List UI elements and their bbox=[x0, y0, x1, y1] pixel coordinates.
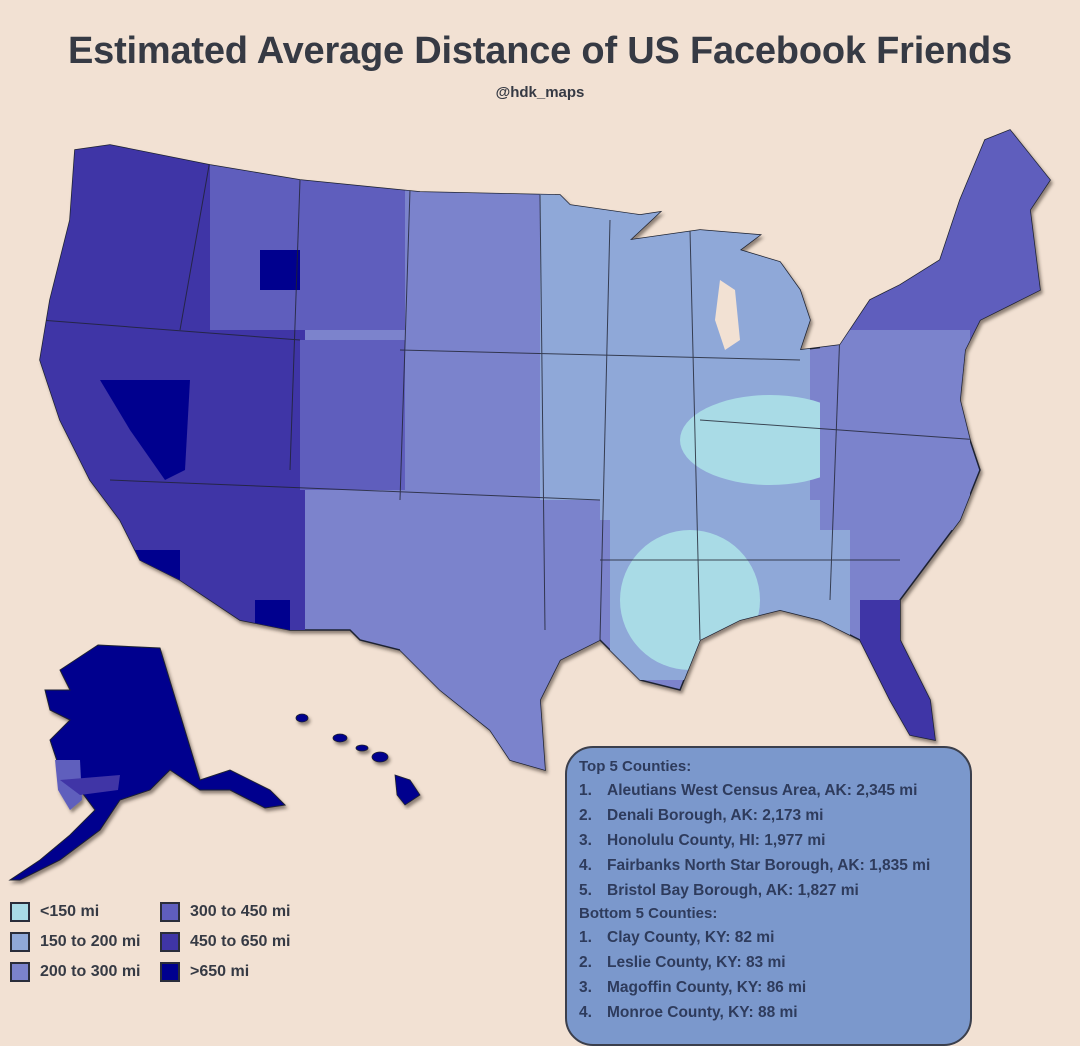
legend-label: >650 mi bbox=[190, 963, 250, 980]
rank-number: 3. bbox=[579, 832, 592, 849]
rank-number: 4. bbox=[579, 857, 592, 874]
county-entry: Leslie County, KY: 83 mi bbox=[607, 954, 786, 971]
alaska bbox=[8, 644, 287, 881]
region-mountain-west bbox=[210, 160, 410, 330]
top-county-row: 3. Honolulu County, HI: 1,977 mi bbox=[579, 828, 970, 853]
legend-swatch bbox=[10, 932, 30, 952]
legend-item-gt650: >650 mi bbox=[160, 960, 249, 984]
us-choropleth-map bbox=[8, 129, 1051, 881]
county-entry: Fairbanks North Star Borough, AK: 1,835 … bbox=[607, 857, 931, 874]
legend-swatch bbox=[160, 932, 180, 952]
region-nevada bbox=[100, 380, 190, 480]
top-county-row: 1. Aleutians West Census Area, AK: 2,345 … bbox=[579, 778, 970, 803]
legend-item-450-650: 450 to 650 mi bbox=[160, 930, 291, 954]
top-counties-heading: Top 5 Counties: bbox=[579, 758, 692, 775]
region-pacific-northwest bbox=[40, 130, 210, 340]
county-entry: Aleutians West Census Area, AK: 2,345 mi bbox=[607, 782, 918, 799]
county-entry: Monroe County, KY: 88 mi bbox=[607, 1004, 798, 1021]
top-county-row: 4. Fairbanks North Star Borough, AK: 1,83… bbox=[579, 853, 970, 878]
legend-swatch bbox=[160, 902, 180, 922]
county-entry: Magoffin County, KY: 86 mi bbox=[607, 979, 807, 996]
rank-number: 1. bbox=[579, 782, 592, 799]
rank-number: 1. bbox=[579, 929, 592, 946]
bottom-counties-heading: Bottom 5 Counties: bbox=[579, 905, 718, 922]
county-entry: Honolulu County, HI: 1,977 mi bbox=[607, 832, 826, 849]
legend-label: 300 to 450 mi bbox=[190, 903, 291, 920]
legend-label: 450 to 650 mi bbox=[190, 933, 291, 950]
legend-swatch bbox=[10, 962, 30, 982]
legend-label: <150 mi bbox=[40, 903, 100, 920]
rank-number: 3. bbox=[579, 979, 592, 996]
hawaii bbox=[295, 713, 421, 806]
legend-label: 200 to 300 mi bbox=[40, 963, 141, 980]
rank-number: 2. bbox=[579, 954, 592, 971]
bottom-county-row: 3. Magoffin County, KY: 86 mi bbox=[579, 975, 970, 1000]
legend-label: 150 to 200 mi bbox=[40, 933, 141, 950]
legend-swatch bbox=[10, 902, 30, 922]
county-entry: Denali Borough, AK: 2,173 mi bbox=[607, 807, 824, 824]
legend-item-lt150: <150 mi bbox=[10, 900, 99, 924]
region-texas bbox=[400, 500, 600, 770]
bottom-county-row: 4. Monroe County, KY: 88 mi bbox=[579, 1000, 970, 1025]
map-title: Estimated Average Distance of US Faceboo… bbox=[67, 30, 1012, 72]
rank-number: 2. bbox=[579, 807, 592, 824]
county-entry: Clay County, KY: 82 mi bbox=[607, 929, 775, 946]
legend-swatch bbox=[160, 962, 180, 982]
legend-item-200-300: 200 to 300 mi bbox=[10, 960, 141, 984]
author-credit: @hdk_maps bbox=[495, 84, 585, 101]
legend: <150 mi 150 to 200 mi 200 to 300 mi 300 … bbox=[10, 900, 340, 990]
bottom-county-row: 2. Leslie County, KY: 83 mi bbox=[579, 950, 970, 975]
top-county-row: 2. Denali Borough, AK: 2,173 mi bbox=[579, 803, 970, 828]
bottom-county-row: 1. Clay County, KY: 82 mi bbox=[579, 925, 970, 950]
county-entry: Bristol Bay Borough, AK: 1,827 mi bbox=[607, 882, 859, 899]
region-appalachia bbox=[680, 395, 860, 485]
rank-number: 4. bbox=[579, 1004, 592, 1021]
rank-number: 5. bbox=[579, 882, 592, 899]
legend-item-300-450: 300 to 450 mi bbox=[160, 900, 291, 924]
rankings-panel: Top 5 Counties: 1. Aleutians West Census … bbox=[565, 746, 972, 1046]
legend-item-150-200: 150 to 200 mi bbox=[10, 930, 141, 954]
lake-michigan bbox=[715, 280, 740, 350]
top-county-row: 5. Bristol Bay Borough, AK: 1,827 mi bbox=[579, 878, 970, 903]
